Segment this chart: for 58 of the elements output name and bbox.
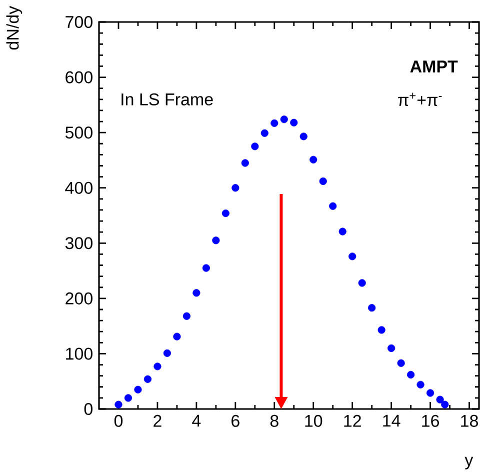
x-tick-label: 16 bbox=[422, 414, 439, 427]
point bbox=[329, 202, 337, 210]
point bbox=[260, 129, 268, 137]
y-axis-title: dN/dy bbox=[6, 6, 22, 50]
point bbox=[241, 159, 249, 167]
x-tick-label: 4 bbox=[192, 414, 201, 427]
point bbox=[426, 389, 434, 397]
annotation: In LS Frame bbox=[122, 93, 213, 106]
y-tick-label: 600 bbox=[66, 71, 92, 84]
point bbox=[348, 252, 356, 260]
x-tick-label: 18 bbox=[461, 414, 478, 427]
x-tick-label: 2 bbox=[154, 414, 162, 427]
point bbox=[212, 236, 220, 244]
annotation: AMPT bbox=[410, 60, 458, 72]
point bbox=[338, 228, 346, 236]
point bbox=[358, 279, 366, 287]
y-tick-label: 400 bbox=[65, 182, 92, 194]
point bbox=[202, 264, 210, 272]
point bbox=[378, 326, 386, 334]
point bbox=[163, 349, 172, 357]
x-tick-label: 10 bbox=[305, 414, 322, 427]
point bbox=[192, 289, 200, 297]
x-axis-title: y bbox=[464, 456, 474, 470]
y-tick-label: 100 bbox=[66, 348, 92, 360]
point bbox=[290, 118, 298, 126]
point bbox=[280, 116, 288, 124]
point bbox=[388, 344, 396, 352]
x-tick-label: 12 bbox=[344, 414, 361, 427]
y-tick-label: 300 bbox=[65, 237, 92, 250]
point bbox=[436, 396, 444, 404]
y-tick-label: 0 bbox=[84, 402, 92, 416]
y-tick-label: 700 bbox=[66, 16, 92, 28]
point bbox=[397, 359, 405, 367]
point bbox=[310, 156, 318, 164]
point bbox=[270, 119, 278, 127]
point bbox=[182, 312, 190, 320]
point bbox=[319, 177, 327, 186]
point bbox=[251, 142, 259, 150]
point bbox=[222, 209, 230, 218]
y-tick-label: 500 bbox=[65, 126, 92, 139]
x-tick-label: 0 bbox=[114, 414, 123, 427]
annotation: π$^{+}$+π$^{-}$ bbox=[398, 92, 442, 106]
x-tick-label: 6 bbox=[232, 414, 240, 427]
point bbox=[134, 386, 142, 394]
y-tick-label: 200 bbox=[66, 292, 92, 304]
point bbox=[407, 370, 415, 379]
point bbox=[114, 400, 122, 408]
point bbox=[368, 304, 376, 312]
x-tick-label: 14 bbox=[383, 414, 400, 427]
point bbox=[144, 375, 152, 383]
point bbox=[416, 380, 424, 388]
point bbox=[124, 394, 132, 402]
point bbox=[173, 332, 181, 340]
point bbox=[441, 400, 449, 408]
point bbox=[232, 184, 240, 192]
point bbox=[300, 132, 308, 140]
x-tick-label: 8 bbox=[270, 414, 278, 427]
point bbox=[154, 362, 162, 370]
